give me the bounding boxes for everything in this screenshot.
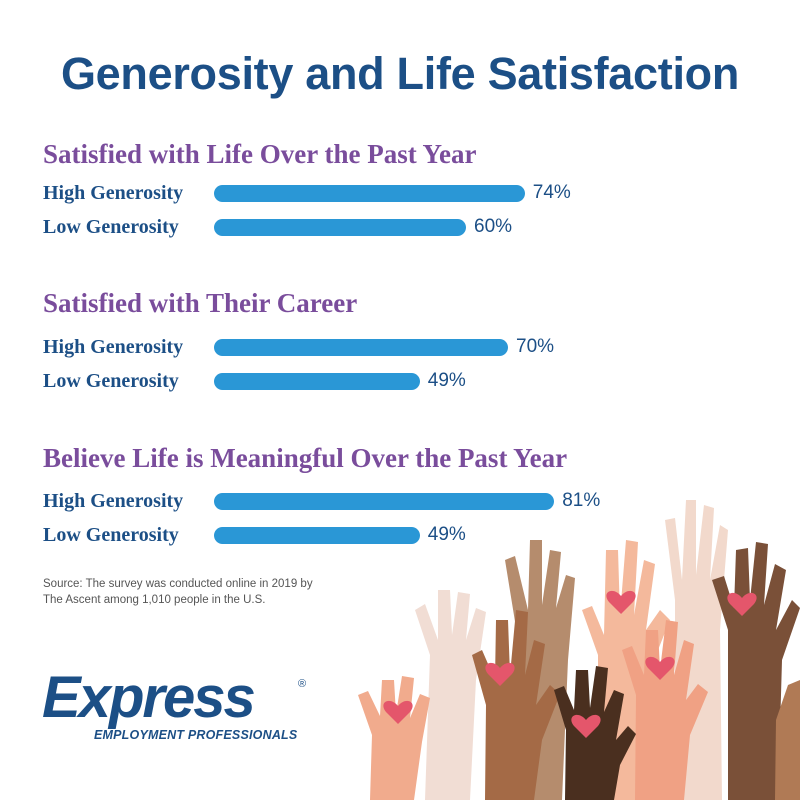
section-title-meaningful: Believe Life is Meaningful Over the Past… [43, 443, 568, 473]
section-title-life: Satisfied with Life Over the Past Year [43, 139, 477, 169]
bar [214, 339, 508, 356]
source-line: Source: The survey was conducted online … [43, 578, 313, 590]
logo-wordmark: Express [42, 665, 256, 730]
logo-tagline: EMPLOYMENT PROFESSIONALS [94, 728, 298, 742]
express-logo: Express ® EMPLOYMENT PROFESSIONALS [42, 668, 322, 752]
hand-icon [622, 620, 708, 800]
bar-label: Low Generosity [43, 216, 179, 238]
hand-icon [775, 680, 800, 800]
page-title: Generosity and Life Satisfaction [60, 48, 740, 99]
bar-value: 60% [474, 216, 513, 237]
bar-label: Low Generosity [43, 524, 179, 546]
bar [214, 373, 420, 390]
raised-hands-illustration [358, 500, 800, 800]
bar-label: High Generosity [43, 182, 184, 204]
bar-value: 49% [427, 370, 466, 391]
bar-value: 70% [516, 336, 555, 357]
bar-value: 81% [562, 490, 601, 511]
bar [214, 493, 555, 510]
hand-icon [554, 666, 636, 800]
bar-label: High Generosity [43, 336, 184, 358]
registered-mark: ® [298, 678, 307, 690]
hand-icon [415, 590, 486, 800]
bar-value: 49% [427, 524, 466, 545]
bar [214, 527, 420, 544]
bar-label: Low Generosity [43, 370, 179, 392]
bar-value: 74% [532, 182, 571, 203]
bar [214, 219, 466, 236]
hand-icon [472, 610, 560, 800]
section-title-career: Satisfied with Their Career [43, 288, 358, 318]
bar-label: High Generosity [43, 490, 184, 512]
hand-icon [358, 676, 430, 800]
source-note: Source: The survey was conducted online … [43, 576, 343, 608]
source-line: The Ascent among 1,010 people in the U.S… [43, 594, 266, 606]
bar [214, 185, 525, 202]
